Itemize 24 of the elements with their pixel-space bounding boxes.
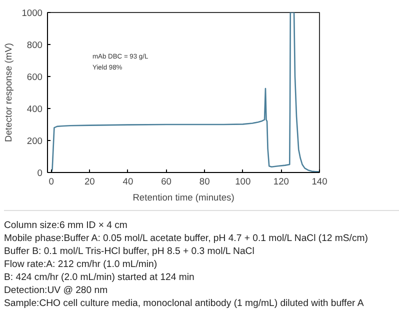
text: Column size:6 mm ID × 4 cm [4, 220, 128, 231]
y-tick-label: 1000 [22, 8, 43, 18]
y-tick-label: 400 [26, 104, 43, 114]
x-tick-label: 120 [273, 176, 289, 186]
x-tick-label: 60 [161, 176, 172, 186]
y-tick-label: 0 [37, 168, 43, 178]
y-tick-label: 800 [26, 40, 43, 50]
text: B: 424 cm/hr (2.0 mL/min) started at 124 min [4, 272, 194, 283]
text: Buffer B: 0.1 mol/L Tris-HCl buffer, pH 8.5 + 0.3 mol/L NaCl [4, 246, 254, 257]
x-tick-label: 140 [312, 176, 328, 186]
text: Detection:UV @ 280 nm [4, 285, 108, 296]
text: Mobile phase:Buffer A: 0.05 mol/L acetate buffer, pH 4.7 + 0.1 mol/L NaCl (12 mS/cm) [4, 233, 368, 244]
x-tick-label: 40 [122, 176, 134, 186]
x-tick-label: 100 [235, 176, 251, 186]
x-tick-label: 0 [48, 176, 54, 186]
text: Flow rate:A: 212 cm/hr (1.0 mL/min) [4, 259, 158, 270]
x-tick-label: 20 [84, 176, 95, 186]
x-tick-label: 80 [199, 176, 210, 186]
text: Sample:CHO cell culture media, monoclonal antibody (1 mg/mL) diluted with buffer A [4, 298, 364, 309]
line-series [50, 12, 320, 172]
y-tick-label: 200 [26, 136, 43, 146]
y-tick-label: 600 [26, 72, 43, 82]
x-axis-title: Retention time (minutes) [132, 192, 234, 202]
y-axis-title: Detector response (mV) [4, 42, 14, 142]
